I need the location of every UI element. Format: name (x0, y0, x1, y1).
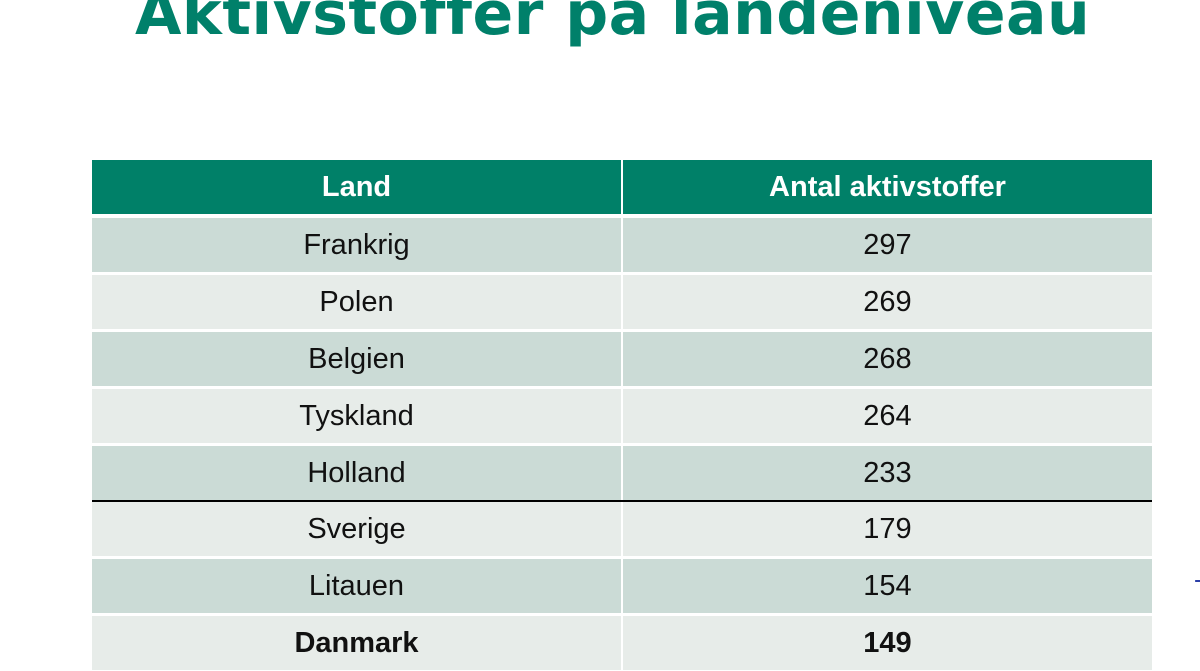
slide-title: Aktivstoffer på landeniveau (135, 0, 1091, 49)
table-row: Belgien 268 (92, 330, 1152, 389)
country-cell: Litauen (92, 557, 622, 616)
count-cell: 268 (621, 330, 1152, 389)
country-table: Land Antal aktivstoffer Frankrig 297 Pol… (92, 160, 1152, 671)
country-table-container: Land Antal aktivstoffer Frankrig 297 Pol… (92, 160, 1152, 671)
country-cell: Belgien (92, 330, 622, 389)
table-row: Polen 269 (92, 273, 1152, 332)
table-row: Litauen 154 (92, 557, 1152, 616)
count-cell: 233 (621, 444, 1152, 502)
cropped-decoration: ˩ (1192, 555, 1200, 590)
count-cell: 269 (621, 273, 1152, 332)
table-row-highlight: Danmark 149 (92, 614, 1152, 671)
country-cell: Sverige (92, 501, 622, 559)
count-cell: 179 (621, 501, 1152, 559)
table-row: Holland 233 (92, 444, 1152, 502)
count-cell: 149 (621, 614, 1152, 671)
count-cell: 154 (621, 557, 1152, 616)
country-cell: Holland (92, 444, 622, 502)
header-antal-aktivstoffer: Antal aktivstoffer (621, 160, 1152, 218)
count-cell: 297 (621, 216, 1152, 275)
table-row: Tyskland 264 (92, 387, 1152, 446)
table-row: Frankrig 297 (92, 216, 1152, 275)
header-land: Land (92, 160, 622, 218)
country-cell: Danmark (92, 614, 622, 671)
country-cell: Frankrig (92, 216, 622, 275)
count-cell: 264 (621, 387, 1152, 446)
country-cell: Polen (92, 273, 622, 332)
country-cell: Tyskland (92, 387, 622, 446)
table-row: Sverige 179 (92, 501, 1152, 559)
table-header-row: Land Antal aktivstoffer (92, 160, 1152, 218)
